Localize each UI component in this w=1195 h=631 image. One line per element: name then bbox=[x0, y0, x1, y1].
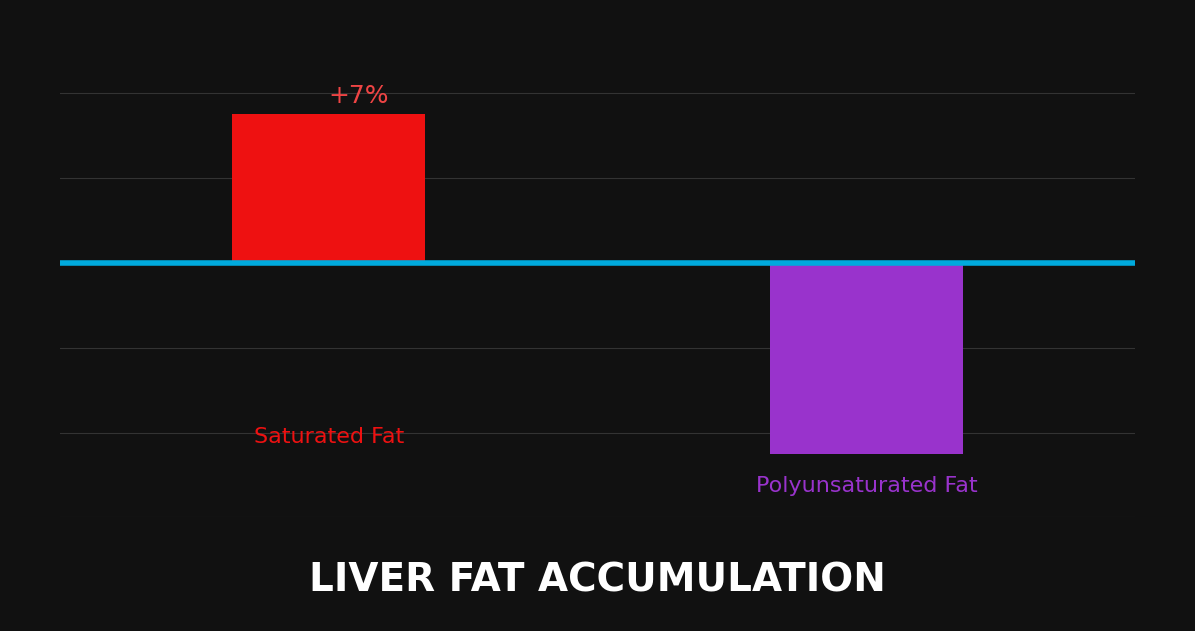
Bar bbox=[770, 262, 963, 454]
Text: LIVER FAT ACCUMULATION: LIVER FAT ACCUMULATION bbox=[310, 562, 885, 599]
Bar bbox=[232, 114, 425, 262]
Text: Saturated Fat: Saturated Fat bbox=[253, 427, 404, 447]
Text: +7%: +7% bbox=[329, 84, 390, 108]
Text: -9%: -9% bbox=[877, 273, 926, 297]
Text: Polyunsaturated Fat: Polyunsaturated Fat bbox=[755, 476, 978, 495]
